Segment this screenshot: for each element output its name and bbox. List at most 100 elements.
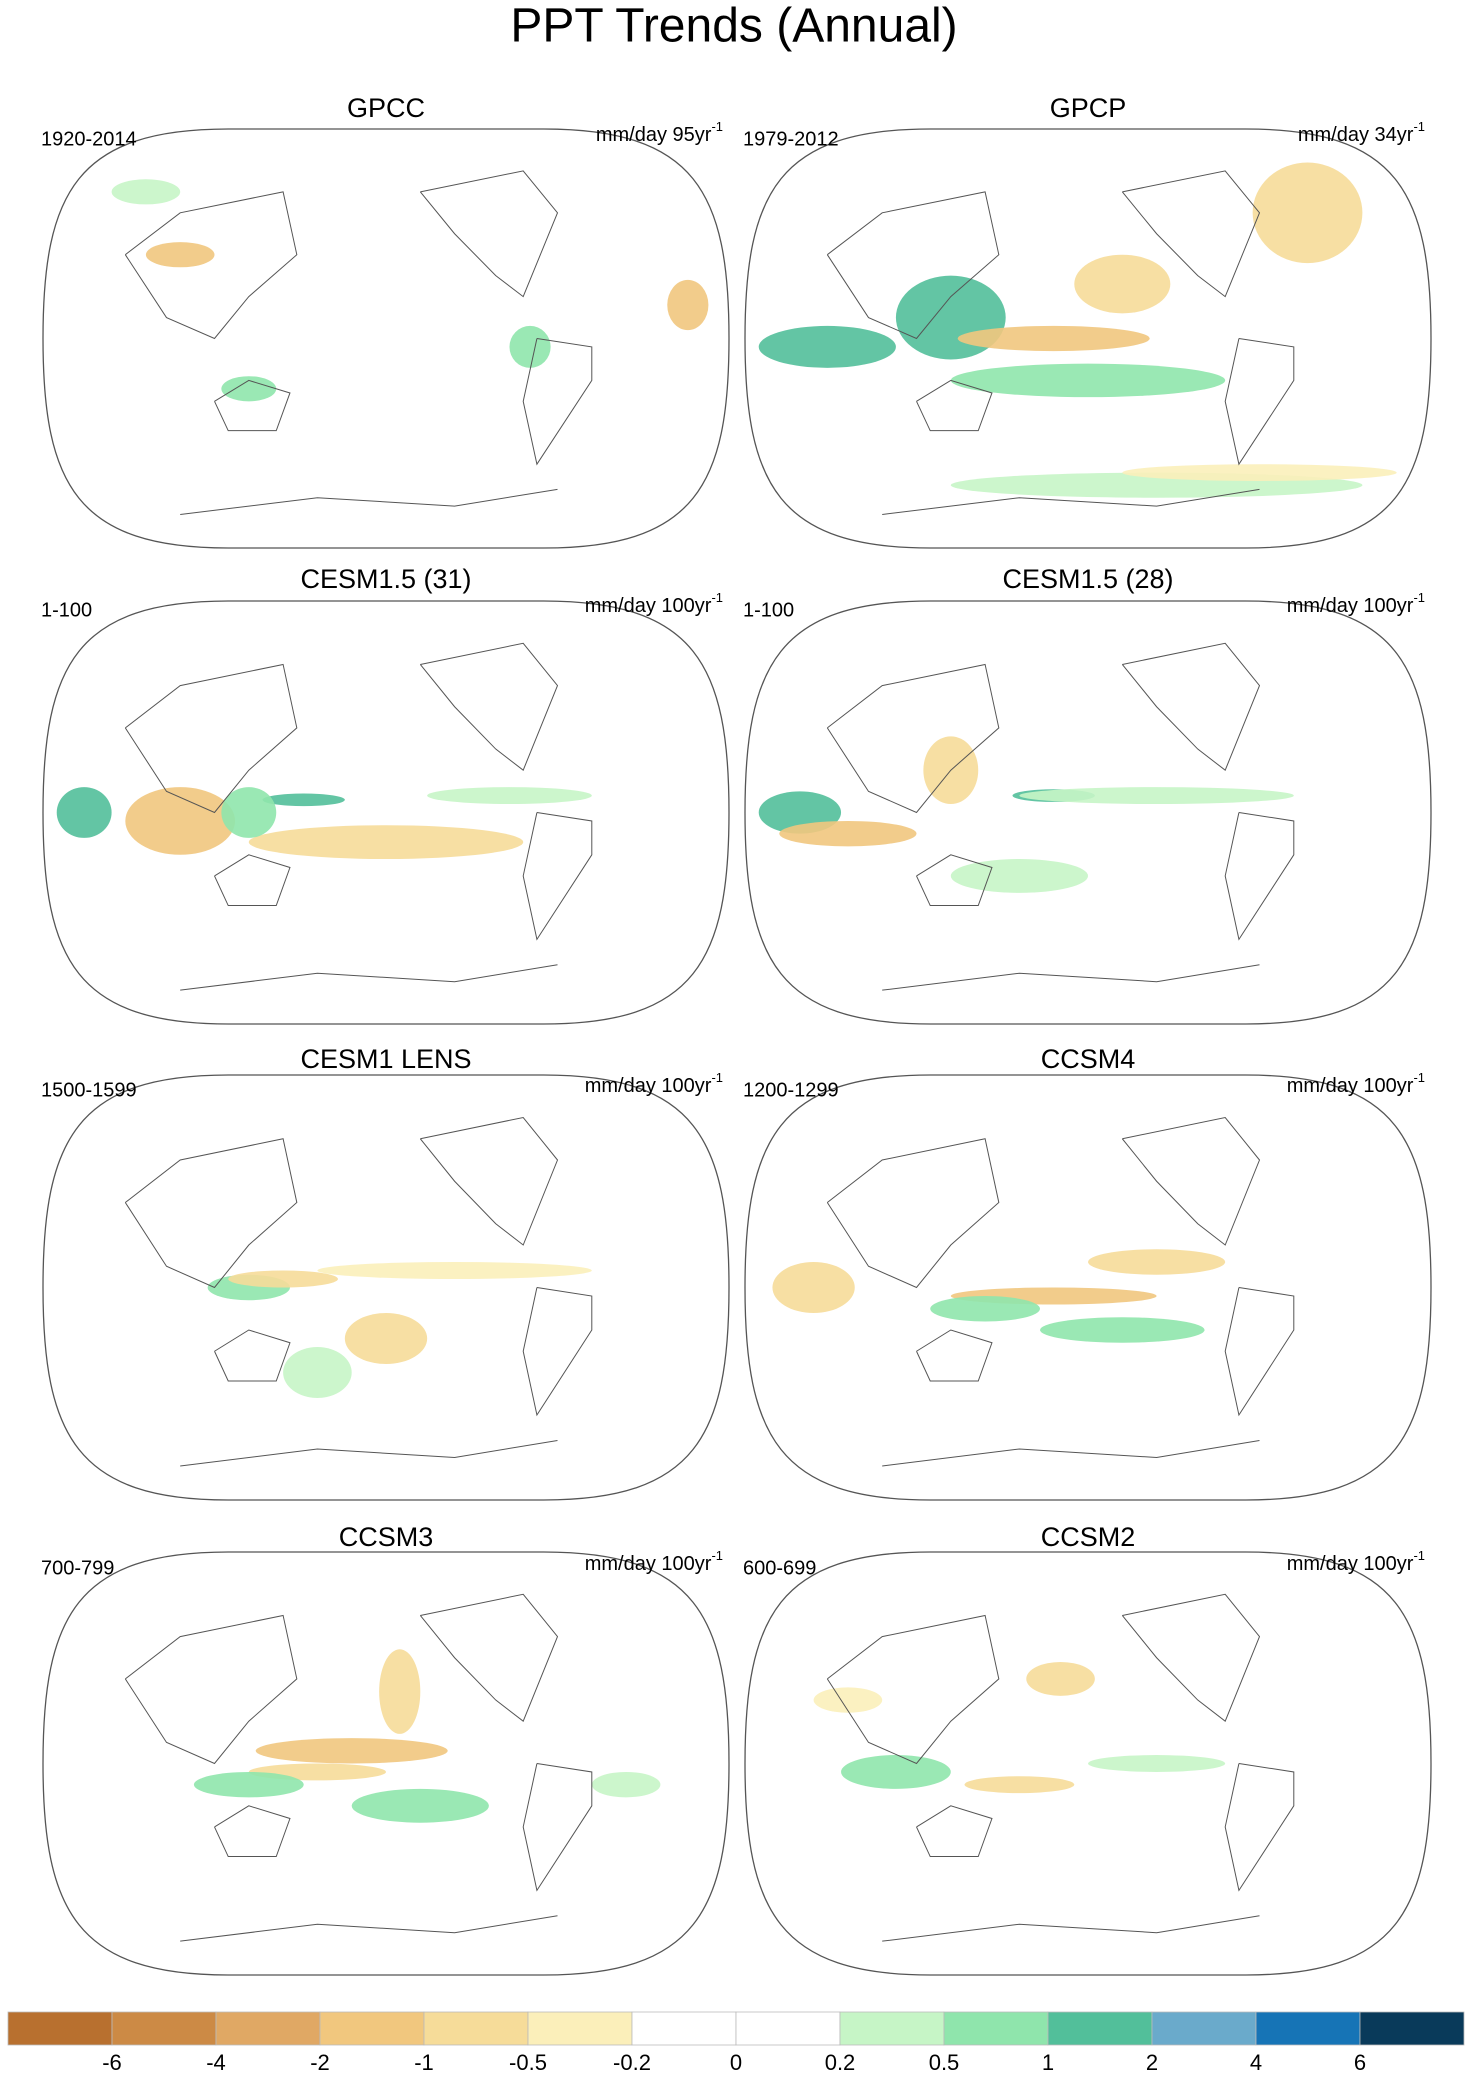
units-exponent: -1 bbox=[1413, 1548, 1425, 1563]
units-text: mm/day 100yr bbox=[1287, 1553, 1414, 1575]
coastline bbox=[826, 1138, 1000, 1289]
coastline bbox=[214, 854, 291, 907]
panel-period: 700-799 bbox=[41, 1557, 114, 1579]
coastline bbox=[916, 379, 993, 432]
panel-title: CESM1 LENS bbox=[300, 1044, 471, 1074]
coastline bbox=[419, 1593, 559, 1722]
coastline bbox=[1121, 1593, 1261, 1722]
colorbar-box bbox=[1047, 2011, 1153, 2046]
coastline bbox=[916, 854, 993, 907]
coastline bbox=[124, 191, 298, 340]
colorbar-box bbox=[943, 2011, 1049, 2046]
coastline bbox=[124, 1614, 298, 1765]
field-blob bbox=[221, 376, 277, 402]
panel-units: mm/day 95yr-1 bbox=[596, 119, 723, 146]
field-blob bbox=[351, 1788, 489, 1823]
field-blob bbox=[667, 279, 709, 331]
coastline bbox=[522, 1287, 593, 1417]
colorbar-label: -2 bbox=[310, 2050, 330, 2075]
colorbar-label: -0.5 bbox=[509, 2050, 547, 2075]
coastline bbox=[124, 663, 298, 814]
panel-title: CESM1.5 (28) bbox=[1002, 564, 1173, 594]
field-blob bbox=[228, 1270, 338, 1288]
units-exponent: -1 bbox=[1413, 119, 1425, 134]
colorbar-label: -1 bbox=[414, 2050, 434, 2075]
coastline bbox=[1121, 642, 1261, 771]
field-blob bbox=[221, 787, 277, 838]
coastline bbox=[1224, 338, 1295, 466]
field-blob bbox=[283, 1347, 352, 1398]
field-blob bbox=[427, 787, 592, 805]
coastline bbox=[214, 1329, 291, 1382]
coastline bbox=[180, 1440, 558, 1467]
coastline bbox=[419, 642, 559, 771]
field-blob bbox=[772, 1262, 855, 1313]
units-text: mm/day 95yr bbox=[596, 124, 712, 146]
coastline bbox=[882, 488, 1260, 515]
field-blob bbox=[1122, 464, 1397, 481]
field-blob bbox=[509, 325, 551, 368]
map-border bbox=[744, 600, 1432, 1025]
colorbar-box bbox=[423, 2011, 529, 2046]
coastline bbox=[826, 1614, 1000, 1765]
panel-units: mm/day 34yr-1 bbox=[1298, 119, 1425, 146]
field-blob bbox=[964, 1776, 1075, 1794]
field-blob bbox=[779, 820, 917, 847]
panel-units: mm/day 100yr-1 bbox=[1287, 1070, 1425, 1097]
map-field bbox=[124, 1116, 593, 1467]
field-blob bbox=[56, 787, 112, 838]
coastline bbox=[882, 1440, 1260, 1467]
map-field bbox=[758, 642, 1295, 991]
colorbar-box bbox=[527, 2011, 633, 2046]
field-blob bbox=[591, 1771, 661, 1798]
map-field bbox=[56, 642, 593, 991]
field-blob bbox=[950, 363, 1226, 398]
colorbar-label: 0.2 bbox=[825, 2050, 856, 2075]
colorbar-label: 2 bbox=[1146, 2050, 1158, 2075]
map-border bbox=[744, 1551, 1432, 1976]
coastline bbox=[522, 1763, 593, 1892]
map-border bbox=[744, 1074, 1432, 1501]
panel-units: mm/day 100yr-1 bbox=[585, 1070, 723, 1097]
panel-title: CCSM4 bbox=[1041, 1044, 1136, 1074]
coastline bbox=[522, 812, 593, 941]
panel-units: mm/day 100yr-1 bbox=[1287, 1548, 1425, 1575]
units-exponent: -1 bbox=[711, 119, 723, 134]
coastline bbox=[1224, 1287, 1295, 1417]
panel-units: mm/day 100yr-1 bbox=[1287, 590, 1425, 617]
panel-title: GPCP bbox=[1050, 93, 1127, 123]
panel-title: GPCC bbox=[347, 93, 425, 123]
field-blob bbox=[813, 1687, 883, 1713]
coastline bbox=[419, 170, 559, 298]
field-blob bbox=[1019, 787, 1294, 805]
panel-title: CESM1.5 (31) bbox=[300, 564, 471, 594]
panel-period: 1920-2014 bbox=[41, 128, 137, 150]
map-border bbox=[744, 128, 1432, 549]
units-exponent: -1 bbox=[1413, 590, 1425, 605]
colorbar-label: 0 bbox=[730, 2050, 742, 2075]
field-blob bbox=[1088, 1755, 1226, 1772]
colorbar-box bbox=[1151, 2011, 1257, 2046]
field-blob bbox=[758, 325, 896, 368]
panel-period: 1500-1599 bbox=[41, 1079, 137, 1101]
coastline bbox=[826, 663, 1000, 814]
units-exponent: -1 bbox=[1413, 1070, 1425, 1085]
field-blob bbox=[1039, 1317, 1205, 1343]
field-blob bbox=[1252, 162, 1363, 264]
colorbar-box bbox=[319, 2011, 425, 2046]
field-blob bbox=[1074, 254, 1171, 314]
field-blob bbox=[930, 1296, 1040, 1322]
units-text: mm/day 100yr bbox=[1287, 1075, 1414, 1097]
coastline bbox=[522, 338, 593, 466]
field-blob bbox=[262, 793, 345, 807]
coastline bbox=[882, 964, 1260, 991]
colorbar-label: -6 bbox=[102, 2050, 122, 2075]
colorbar-label: 4 bbox=[1250, 2050, 1262, 2075]
field-blob bbox=[145, 242, 215, 268]
units-exponent: -1 bbox=[711, 1070, 723, 1085]
coastline bbox=[180, 488, 558, 515]
colorbar-label: 6 bbox=[1354, 2050, 1366, 2075]
coastline bbox=[124, 1138, 298, 1289]
